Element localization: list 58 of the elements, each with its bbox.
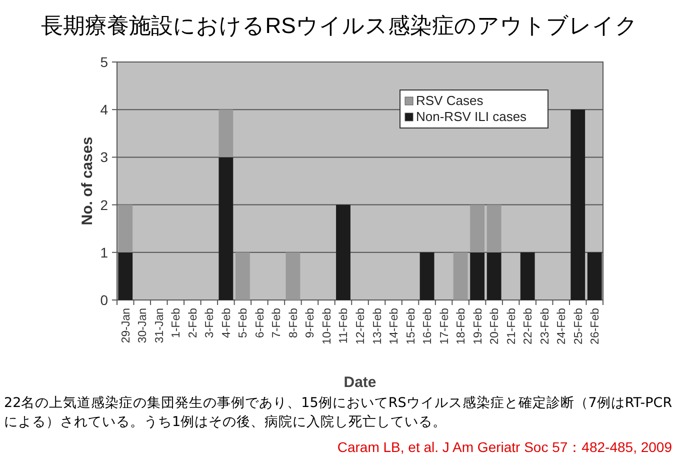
y-tick-label: 5 <box>100 54 108 70</box>
y-axis-title: No. of cases <box>79 136 96 226</box>
y-tick-label: 2 <box>100 196 108 213</box>
bar <box>218 110 234 158</box>
x-tick-label: 13-Feb <box>372 308 384 344</box>
x-tick-label: 21-Feb <box>506 308 518 344</box>
bar <box>486 252 502 300</box>
x-tick-label: 19-Feb <box>472 308 484 344</box>
x-tick-label: 31-Jan <box>154 308 166 344</box>
bar <box>570 110 586 300</box>
bar <box>470 204 485 252</box>
x-tick-label: 4-Feb <box>220 308 233 338</box>
x-tick-label: 30-Jan <box>137 308 150 344</box>
x-tick-label: 15-Feb <box>405 308 418 344</box>
x-tick-label: 1-Feb <box>170 308 183 338</box>
bar <box>235 252 250 300</box>
bar <box>470 252 485 300</box>
y-tick-label: 3 <box>100 149 108 166</box>
x-tick-label: 9-Feb <box>304 308 317 338</box>
bar <box>587 252 602 300</box>
x-tick-label: 23-Feb <box>539 308 552 344</box>
x-tick-label: 20-Feb <box>489 308 502 344</box>
x-tick-label: 29-Jan <box>120 308 132 344</box>
legend-label: RSV Cases <box>416 93 484 108</box>
x-tick-label: 22-Feb <box>522 308 535 344</box>
x-tick-label: 17-Feb <box>438 308 451 344</box>
x-tick-label: 16-Feb <box>422 308 434 344</box>
y-tick-label: 4 <box>100 102 108 118</box>
x-tick-label: 24-Feb <box>556 308 568 344</box>
bar <box>420 252 434 300</box>
x-tick-label: 11-Feb <box>338 308 350 344</box>
x-tick-label: 6-Feb <box>254 308 266 338</box>
x-tick-label: 8-Feb <box>288 308 300 338</box>
bar <box>486 204 502 252</box>
x-axis-title: Date <box>344 374 376 391</box>
bar <box>118 204 133 252</box>
x-tick-label: 14-Feb <box>388 308 401 344</box>
bar <box>118 252 133 300</box>
bar <box>286 252 300 300</box>
legend-label: Non-RSV ILI cases <box>416 109 528 124</box>
x-tick-label: 2-Feb <box>187 308 200 338</box>
chart-title: 長期療養施設におけるRSウイルス感染症のアウトブレイク <box>41 13 638 38</box>
y-tick-label: 0 <box>100 292 108 308</box>
y-tick-label: 1 <box>100 244 108 260</box>
text: 22名の上気道感染症の集団発生の事例であり、15例においてRSウイルス感染症と確定診断（7例はRT-PCRによる）されている。うち1例はその後、病院に入院し死亡している。 <box>4 394 674 432</box>
bar <box>218 157 234 300</box>
x-tick-label: 26-Feb <box>590 308 602 344</box>
x-tick-label: 12-Feb <box>355 308 367 344</box>
bar <box>336 204 350 300</box>
bar <box>453 252 468 300</box>
x-tick-label: 7-Feb <box>271 308 284 338</box>
bar <box>520 252 535 300</box>
x-tick-label: 18-Feb <box>456 308 468 344</box>
x-tick-label: 25-Feb <box>572 308 585 344</box>
text: Caram LB, et al. J Am Geriatr Soc 57：482-485, 2009 <box>337 439 672 455</box>
x-tick-label: 3-Feb <box>204 308 216 338</box>
x-tick-label: 10-Feb <box>321 308 334 344</box>
x-tick-label: 5-Feb <box>238 308 250 338</box>
